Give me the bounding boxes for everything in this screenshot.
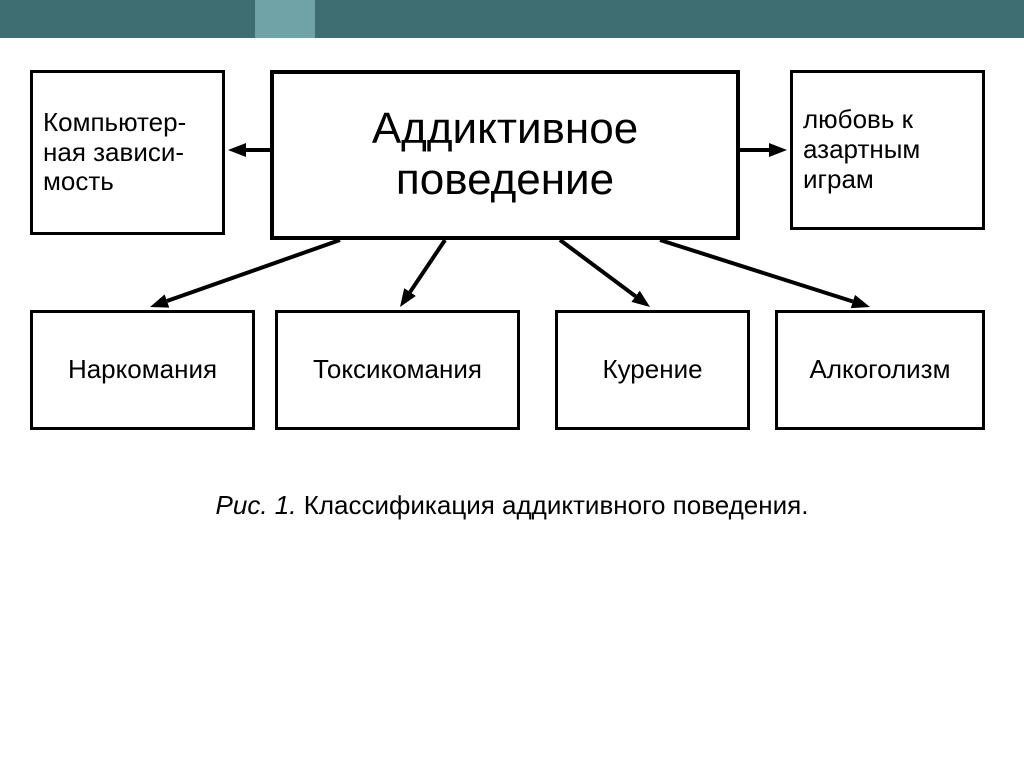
node-b2-label: Токсикомания xyxy=(313,355,482,385)
node-b4-label: Алкоголизм xyxy=(810,355,951,385)
figure-caption: Рис. 1. Классификация аддиктивного повед… xyxy=(0,490,1024,521)
edge-arrow xyxy=(560,240,636,296)
diagram-stage: Аддиктивноеповедение Компьютер-ная завис… xyxy=(0,0,1024,767)
node-bottom-4: Алкоголизм xyxy=(775,310,985,430)
node-b3-label: Курение xyxy=(602,355,702,385)
node-center: Аддиктивноеповедение xyxy=(270,70,740,240)
figure-label: Рис. 1. xyxy=(216,490,297,520)
top-accent-bar xyxy=(0,0,1024,38)
node-bottom-2: Токсикомания xyxy=(275,310,520,430)
edge-arrow xyxy=(660,240,853,302)
node-bottom-1: Наркомания xyxy=(30,310,255,430)
node-b1-label: Наркомания xyxy=(68,355,217,385)
top-bar-segment xyxy=(0,0,255,38)
node-right: любовь казартнымиграм xyxy=(790,70,985,230)
edge-arrow xyxy=(167,240,340,301)
node-center-label: Аддиктивноеповедение xyxy=(372,104,638,205)
node-right-label: любовь казартнымиграм xyxy=(803,105,920,195)
node-left: Компьютер-ная зависи-мость xyxy=(30,70,225,235)
node-bottom-3: Курение xyxy=(555,310,750,430)
edge-arrow xyxy=(410,240,445,292)
figure-caption-text: Классификация аддиктивного поведения. xyxy=(296,490,808,520)
top-bar-segment xyxy=(255,0,315,38)
top-bar-segment xyxy=(315,0,1024,38)
node-left-label: Компьютер-ная зависи-мость xyxy=(43,108,186,198)
